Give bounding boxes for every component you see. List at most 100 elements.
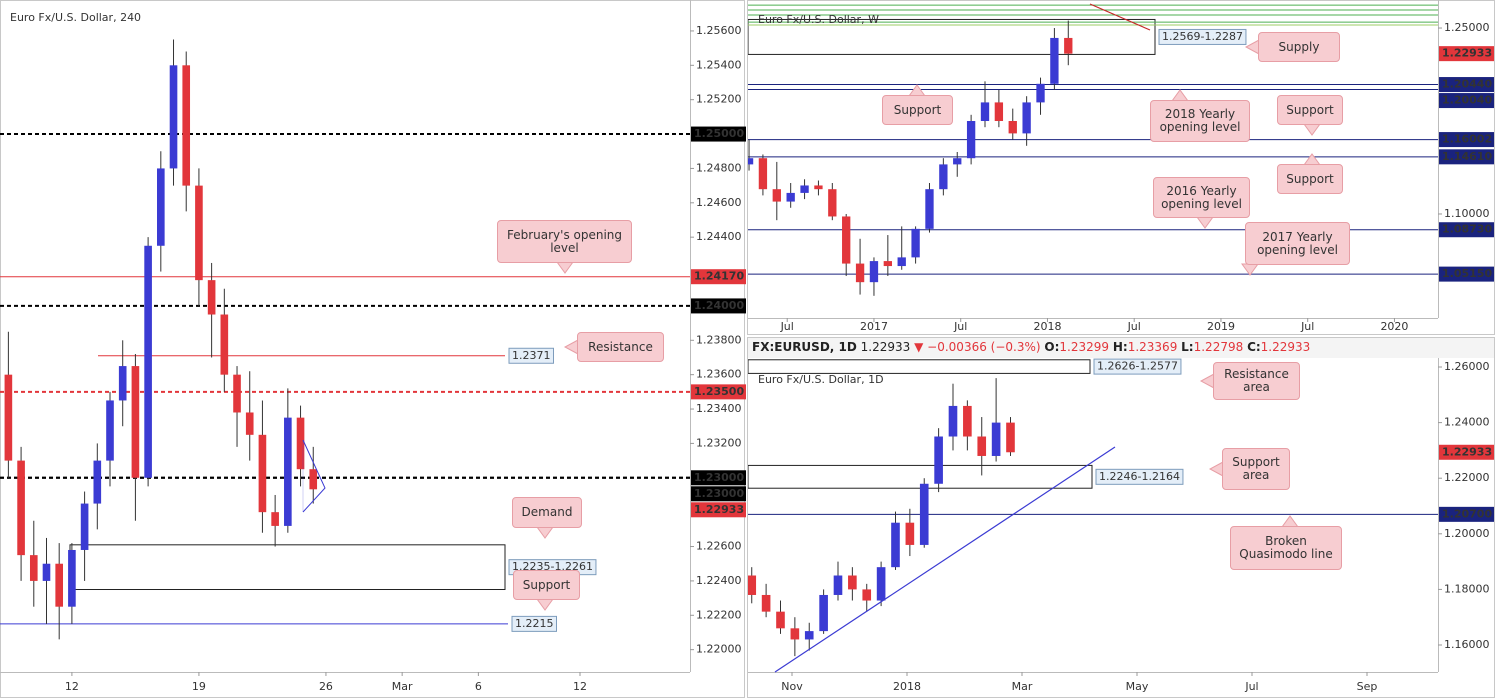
price-badge [1439, 46, 1494, 62]
callout: February's opening level [497, 220, 632, 263]
x-tick-label: 12 [65, 680, 79, 693]
price-badge [1439, 444, 1494, 460]
candle-body [271, 512, 279, 526]
down-arrow: ▼ [914, 340, 924, 354]
price-badge-label: 1.16002 [1442, 133, 1492, 146]
candle-body [891, 522, 900, 568]
trendline [1089, 3, 1151, 31]
x-tick-label: Jul [1244, 680, 1258, 693]
ohlc-key: C: [1247, 340, 1261, 354]
candle-body [80, 503, 89, 550]
panel-border [747, 0, 1495, 335]
zone [69, 544, 506, 591]
callout: Support [513, 570, 580, 600]
price-badge [1439, 222, 1494, 238]
change: −0.00366 (−0.3%) [927, 340, 1041, 354]
callout-pointer [536, 526, 554, 539]
panel-border [747, 337, 1495, 698]
callout: Support [1277, 164, 1343, 194]
y-tick-label: 1.23800 [696, 333, 742, 346]
candle-body [819, 594, 828, 632]
candle-body [29, 555, 38, 581]
candle-body [848, 575, 857, 590]
trendline [774, 446, 1116, 673]
candle-body [963, 405, 972, 437]
y-tick-label: 1.22400 [696, 574, 742, 587]
y-tick-label: 1.24400 [696, 230, 742, 243]
price-badge-label: 1.20440 [1442, 78, 1492, 91]
y-tick-label: 1.22000 [1444, 471, 1490, 484]
candle-body [776, 611, 785, 629]
x-tick-label: Nov [781, 680, 803, 693]
candle-body [953, 158, 962, 165]
x-tick-label: 2020 [1380, 320, 1408, 333]
callout: Resistance [577, 332, 664, 362]
x-tick-label: Jul [1127, 320, 1141, 333]
candle-body [296, 417, 305, 470]
candle-body [1008, 121, 1017, 134]
price-badge-label: 1.20700 [1442, 507, 1492, 520]
x-tick-label: Jul [780, 320, 794, 333]
callout: Resistance area [1213, 362, 1300, 400]
price-badge-label: 1.23000 [694, 471, 744, 484]
y-tick-label: 1.24600 [696, 196, 742, 209]
y-tick-label: 1.23200 [696, 436, 742, 449]
candle-body [169, 65, 178, 169]
x-tick-label: Jul [1300, 320, 1314, 333]
ohlc-key: H: [1112, 340, 1128, 354]
price-badge [691, 298, 746, 314]
price-badge-label: 1.08730 [1442, 223, 1492, 236]
candle-body [939, 164, 948, 190]
candle-body [758, 158, 768, 190]
y-tick-label: 1.22600 [696, 540, 742, 553]
candle-body [245, 412, 254, 435]
candle-body [157, 168, 165, 246]
candle-body [761, 594, 771, 612]
level-label-box [511, 615, 557, 632]
price-badge [691, 384, 746, 400]
ohlc-key: O: [1044, 340, 1060, 354]
candle-body [883, 261, 893, 267]
candle-body [814, 185, 823, 190]
ohlc-value: 1.22798 [1193, 340, 1244, 354]
candle-body [4, 374, 13, 461]
y-tick-label: 1.18000 [1444, 582, 1490, 595]
zone-label: 1.2246-1.2164 [1099, 470, 1180, 483]
price-badge-label: 1.05150 [1442, 267, 1492, 280]
candle-body [948, 405, 958, 437]
candle-body [68, 549, 76, 607]
candle-body [182, 65, 191, 186]
x-tick-label: 26 [319, 680, 333, 693]
candle-body [790, 628, 800, 640]
candle-body [1064, 37, 1073, 54]
price-badge [1439, 149, 1494, 165]
price-badge [1439, 93, 1494, 109]
zone-label: 1.2235-1.2261 [512, 560, 593, 573]
x-tick-label: 6 [475, 680, 482, 693]
price-badge-label: 1.24170 [694, 270, 744, 283]
candle-body [93, 460, 102, 504]
price-badge-label: 1.23500 [694, 385, 744, 398]
ohlc-key: L: [1181, 340, 1194, 354]
zone-label-box [1093, 358, 1182, 375]
y-tick-label: 1.24000 [1444, 416, 1490, 429]
level-label: 1.2371 [512, 349, 551, 362]
candle-body [786, 192, 795, 202]
price-badge-label: 1.24000 [694, 299, 744, 312]
y-tick-label: 1.24800 [696, 161, 742, 174]
callout: Support [1277, 95, 1343, 125]
y-tick-label: 1.22000 [696, 643, 742, 656]
y-tick-label: 1.25400 [696, 58, 742, 71]
candle-body [977, 436, 987, 456]
candle-body [842, 216, 851, 264]
callout: 2018 Yearly opening level [1150, 100, 1250, 142]
level-label: 1.2215 [515, 617, 554, 630]
ohlc: O:1.23299 H:1.23369 L:1.22798 C:1.22933 [1044, 340, 1310, 354]
price-badge-label: 1.14610 [1442, 150, 1492, 163]
candle-body [42, 563, 51, 581]
y-tick-label: 1.10000 [1444, 207, 1490, 220]
candle-body [131, 366, 140, 478]
price-badge-label: 1.22933 [1442, 47, 1492, 60]
y-tick-label: 1.22200 [696, 608, 742, 621]
